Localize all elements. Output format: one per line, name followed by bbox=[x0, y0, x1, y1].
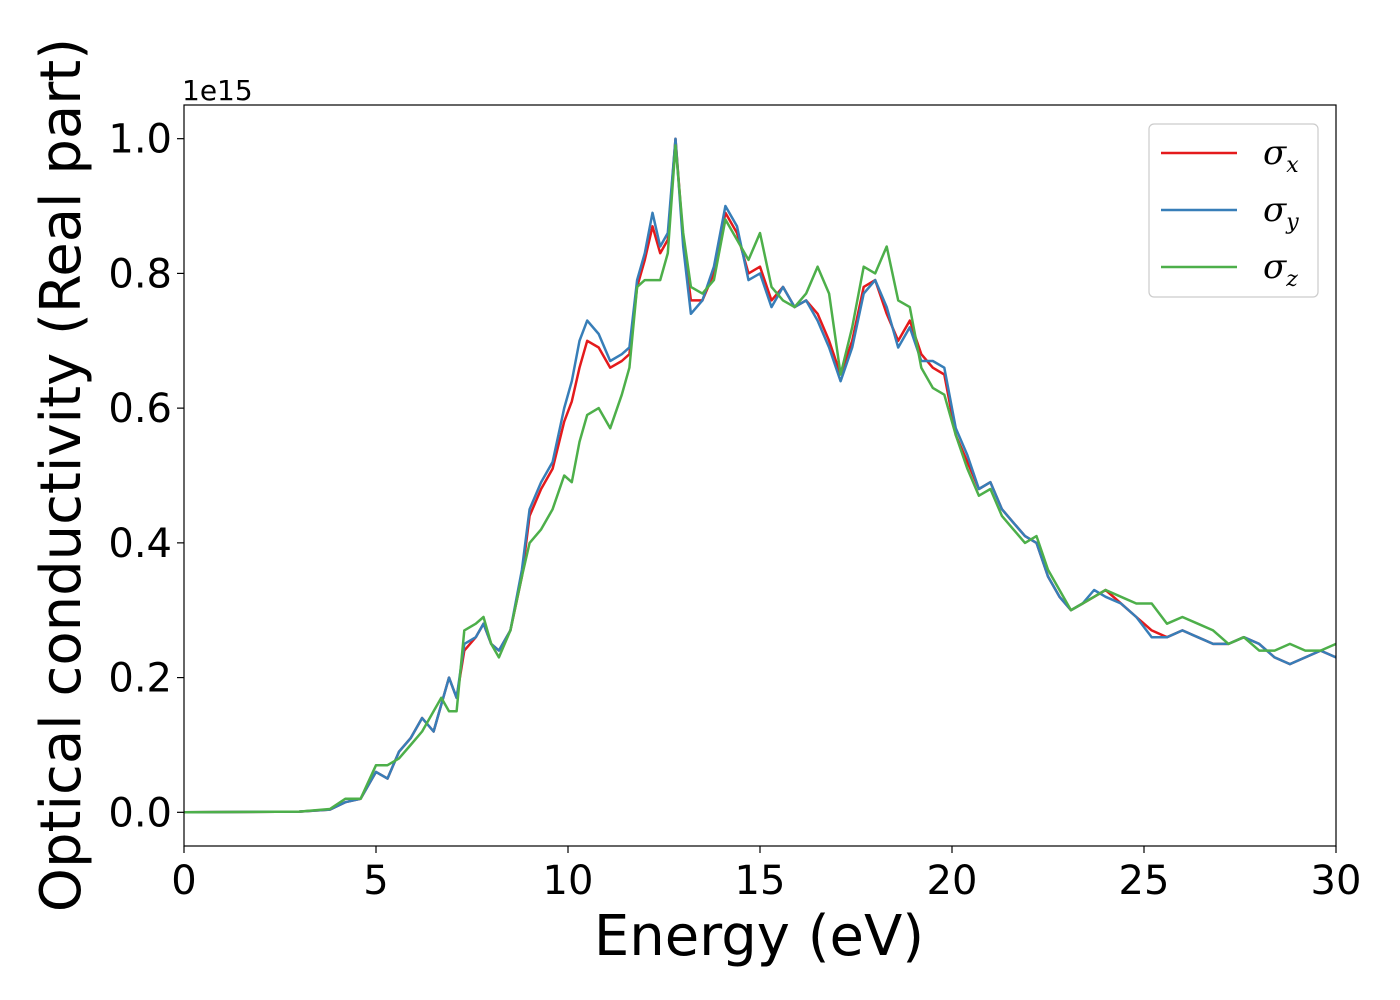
x-tick-label: 10 bbox=[543, 858, 594, 904]
y-tick-label: 0.2 bbox=[108, 656, 172, 702]
series-lines bbox=[183, 137, 1337, 814]
legend-label-z: σz bbox=[1263, 247, 1298, 292]
y-tick-label: 0.0 bbox=[108, 790, 172, 836]
plot-frame bbox=[183, 104, 1337, 847]
x-axis-ticks: 0 5 10 15 20 25 30 bbox=[171, 846, 1361, 904]
y-tick-label: 0.8 bbox=[108, 251, 172, 297]
x-tick-label: 15 bbox=[735, 858, 786, 904]
y-axis-ticks: 0.0 0.2 0.4 0.6 0.8 1.0 bbox=[108, 117, 184, 836]
legend: σx σy σz bbox=[1148, 123, 1319, 298]
x-tick-label: 30 bbox=[1311, 858, 1362, 904]
x-tick-label: 20 bbox=[927, 858, 978, 904]
x-tick-label: 0 bbox=[171, 858, 196, 904]
legend-label-y: σy bbox=[1263, 190, 1299, 235]
x-tick-label: 25 bbox=[1119, 858, 1170, 904]
legend-label-x: σx bbox=[1263, 133, 1299, 178]
series-line-y bbox=[183, 137, 1337, 814]
x-tick-label: 5 bbox=[363, 858, 388, 904]
y-tick-label: 0.4 bbox=[108, 521, 172, 567]
y-tick-label: 1.0 bbox=[108, 117, 172, 163]
y-tick-label: 0.6 bbox=[108, 386, 172, 432]
x-axis-title: Energy (eV) bbox=[594, 904, 924, 969]
y-axis-title: Optical conductivity (Real part) bbox=[29, 38, 94, 912]
y-offset-label: 1e15 bbox=[182, 74, 253, 107]
series-line-z bbox=[183, 144, 1337, 814]
